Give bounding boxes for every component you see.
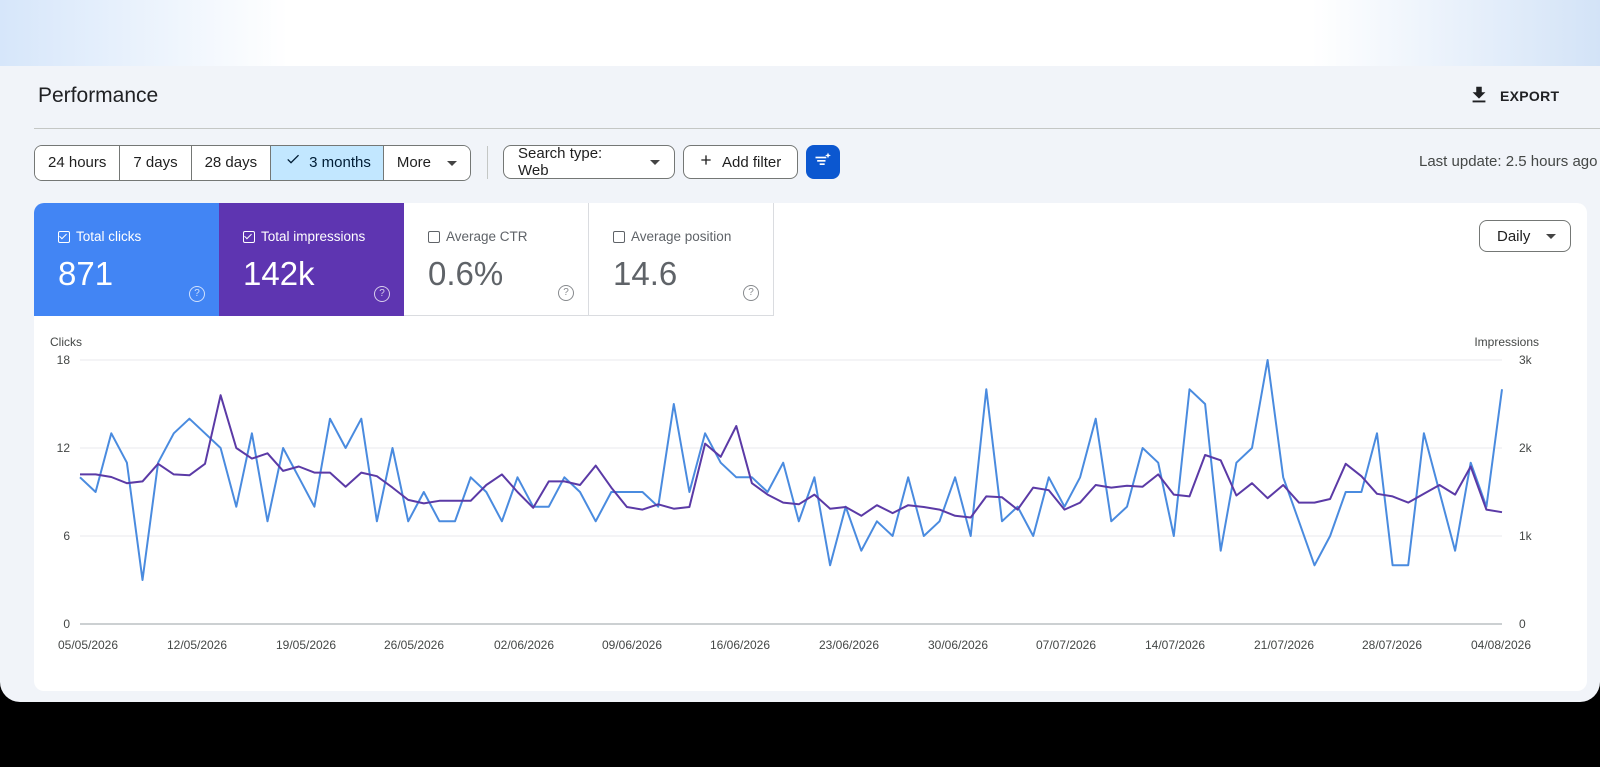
series-line-clicks <box>79 359 1503 581</box>
metric-value: 0.6% <box>428 255 504 292</box>
x-tick-label: 30/06/2026 <box>928 638 988 652</box>
checkbox-unchecked-icon <box>428 230 440 243</box>
y-axis-title: Clicks <box>50 335 82 349</box>
series-line-impressions <box>80 394 1503 519</box>
x-tick-label: 19/05/2026 <box>276 638 336 652</box>
help-icon[interactable]: ? <box>374 286 390 302</box>
y2-tick-label: 1k <box>1519 529 1533 543</box>
metric-average-position[interactable]: Average position 14.6 ? <box>589 203 774 316</box>
download-icon <box>1468 84 1490 109</box>
range-24-hours[interactable]: 24 hours <box>35 146 121 180</box>
range-7-days[interactable]: 7 days <box>120 146 192 180</box>
plus-icon <box>698 152 714 172</box>
range-3-months[interactable]: 3 months <box>271 146 384 180</box>
granularity-dropdown[interactable]: Daily <box>1479 220 1571 252</box>
toolbar-separator <box>487 146 488 179</box>
filter-sparkle-icon <box>813 150 833 175</box>
range-more-dropdown[interactable]: More <box>383 146 471 180</box>
range-28-days[interactable]: 28 days <box>191 146 272 180</box>
performance-chart: 18 3k 12 2k 6 1k 0 0 Clicks Impressions 05/05/2026… <box>50 335 1539 652</box>
search-type-dropdown[interactable]: Search type: Web <box>503 145 675 179</box>
metric-value: 14.6 <box>613 255 678 292</box>
y-tick-label: 18 <box>57 353 71 367</box>
x-tick-label: 16/06/2026 <box>710 638 770 652</box>
page-title: Performance <box>38 84 159 107</box>
metric-average-ctr[interactable]: Average CTR 0.6% ? <box>404 203 589 316</box>
export-label: EXPORT <box>1500 88 1560 104</box>
y2-tick-label: 2k <box>1519 441 1533 455</box>
x-tick-label: 05/05/2026 <box>58 638 118 652</box>
y2-tick-label: 0 <box>1519 617 1526 631</box>
help-icon[interactable]: ? <box>558 285 574 301</box>
x-tick-label: 09/06/2026 <box>602 638 662 652</box>
date-range-selector: 24 hours 7 days 28 days 3 months More <box>34 145 472 181</box>
x-tick-label: 07/07/2026 <box>1036 638 1096 652</box>
checkbox-checked-icon <box>58 230 70 243</box>
x-tick-label: 12/05/2026 <box>167 638 227 652</box>
chevron-down-icon <box>447 160 458 166</box>
performance-card: Total clicks 871 ? Total impressions 142… <box>34 203 1587 691</box>
metric-total-clicks[interactable]: Total clicks 871 ? <box>34 203 219 316</box>
last-update-text: Last update: 2.5 hours ago <box>1419 153 1598 170</box>
header-divider <box>34 128 1600 129</box>
checkbox-unchecked-icon <box>613 230 625 243</box>
x-tick-label: 02/06/2026 <box>494 638 554 652</box>
y-tick-label: 6 <box>63 529 70 543</box>
metric-value: 142k <box>243 255 315 292</box>
metric-total-impressions[interactable]: Total impressions 142k ? <box>219 203 404 316</box>
x-tick-label: 21/07/2026 <box>1254 638 1314 652</box>
x-tick-label: 28/07/2026 <box>1362 638 1422 652</box>
add-filter-button[interactable]: Add filter <box>683 145 798 179</box>
help-icon[interactable]: ? <box>189 286 205 302</box>
x-tick-label: 14/07/2026 <box>1145 638 1205 652</box>
checkbox-checked-icon <box>243 230 255 243</box>
performance-page: Performance EXPORT 24 hours 7 days 28 da… <box>0 0 1600 702</box>
export-button[interactable]: EXPORT <box>1468 82 1600 110</box>
x-tick-label: 23/06/2026 <box>819 638 879 652</box>
y2-tick-label: 3k <box>1519 353 1533 367</box>
filter-options-button[interactable] <box>806 145 840 179</box>
help-icon[interactable]: ? <box>743 285 759 301</box>
metric-value: 871 <box>58 255 114 292</box>
top-banner <box>0 0 1600 66</box>
chevron-down-icon <box>650 159 660 165</box>
x-tick-label: 04/08/2026 <box>1471 638 1531 652</box>
x-tick-label: 26/05/2026 <box>384 638 444 652</box>
chevron-down-icon <box>1546 233 1556 239</box>
y-tick-label: 12 <box>57 441 71 455</box>
y-tick-label: 0 <box>63 617 70 631</box>
y2-axis-title: Impressions <box>1474 335 1539 349</box>
check-icon <box>285 146 301 180</box>
